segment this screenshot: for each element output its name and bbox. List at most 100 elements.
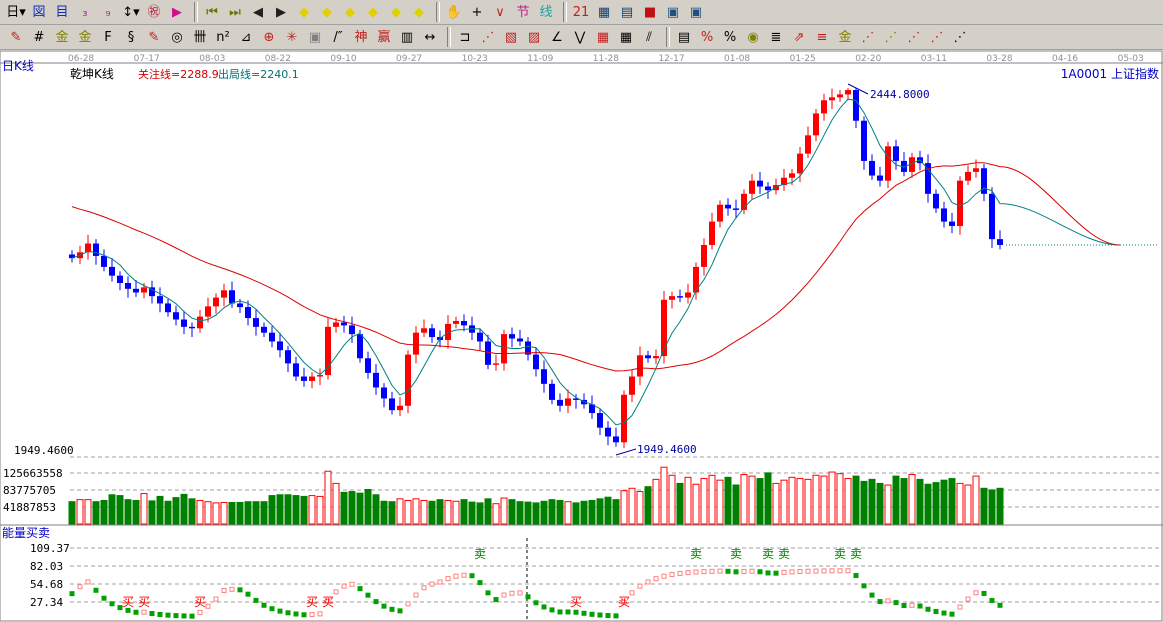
- restore-icon[interactable]: ㊗: [147, 4, 161, 20]
- volume-bar: [548, 499, 556, 525]
- period-label[interactable]: 日K线: [2, 59, 34, 73]
- gold-icon[interactable]: 金: [55, 29, 69, 45]
- bracket-icon[interactable]: ⊐: [459, 29, 471, 45]
- zoom-in-icon[interactable]: ◆: [345, 4, 355, 20]
- indicator3-icon[interactable]: ₃: [82, 4, 88, 20]
- volume-bar: [636, 491, 644, 525]
- price-icon[interactable]: ≡: [816, 29, 828, 45]
- arrow-tool-icon[interactable]: ⇗: [793, 29, 805, 45]
- fan7-icon[interactable]: ⋰: [930, 29, 944, 45]
- volume-bar: [508, 499, 516, 525]
- gann-icon[interactable]: 赢: [377, 29, 391, 45]
- shrink-icon[interactable]: ◆: [414, 4, 424, 20]
- volume-bar: [788, 476, 796, 525]
- candle-type-icon[interactable]: ↕▾: [122, 4, 140, 20]
- volume-bar: [684, 476, 692, 525]
- energy-bar: [829, 568, 835, 574]
- ruler-icon[interactable]: ▥: [400, 29, 414, 45]
- pen2-icon[interactable]: ✎: [148, 29, 160, 45]
- table-icon[interactable]: ▤: [677, 29, 691, 45]
- save-icon[interactable]: ■: [643, 4, 657, 20]
- energy-bar: [781, 569, 787, 575]
- percent-icon[interactable]: %: [723, 29, 737, 45]
- expand-icon[interactable]: ◆: [391, 4, 401, 20]
- fib-icon[interactable]: F: [104, 29, 112, 45]
- matrix-icon[interactable]: ▦: [596, 29, 610, 45]
- gold3-icon[interactable]: 金: [838, 29, 852, 45]
- candle-body: [341, 322, 347, 326]
- chart-frame: [0, 50, 1163, 622]
- star-icon[interactable]: ✳: [286, 29, 298, 45]
- circle-icon[interactable]: ◎: [171, 29, 183, 45]
- candle-body: [133, 288, 139, 293]
- hand-icon[interactable]: ✋: [445, 4, 463, 20]
- section-icon[interactable]: 节: [516, 4, 530, 20]
- volume-bar: [500, 497, 508, 525]
- volume-bar: [948, 478, 956, 525]
- volume-bar: [380, 500, 388, 525]
- fan5-icon[interactable]: ⋰: [884, 29, 898, 45]
- energy-bar: [717, 568, 723, 574]
- scroll-right-icon[interactable]: ◆: [322, 4, 332, 20]
- notes-icon[interactable]: 目: [55, 4, 69, 20]
- energy-bar: [653, 576, 659, 582]
- draw-line-icon[interactable]: ∨: [495, 4, 505, 20]
- energy-bar: [557, 609, 563, 615]
- zoom-out-icon[interactable]: ◆: [368, 4, 378, 20]
- volume-bar: [844, 478, 852, 525]
- target-icon[interactable]: ⊕: [263, 29, 275, 45]
- matrix2-icon[interactable]: ▦: [619, 29, 633, 45]
- energy-bar: [253, 597, 259, 603]
- volume-bar: [484, 498, 492, 525]
- gold2-icon[interactable]: 金: [78, 29, 92, 45]
- volume-bar: [812, 474, 820, 525]
- first-icon[interactable]: ⏮: [206, 4, 218, 20]
- width-icon[interactable]: ↔: [424, 29, 436, 45]
- spiral-icon[interactable]: §: [127, 29, 135, 45]
- fan4-icon[interactable]: ⋰: [861, 29, 875, 45]
- energy-bar: [141, 609, 147, 615]
- square-icon[interactable]: n²: [216, 29, 230, 45]
- parallel-icon[interactable]: ⫽: [646, 29, 652, 45]
- scroll-left-icon[interactable]: ◆: [299, 4, 309, 20]
- energy-bar: [173, 613, 179, 619]
- left-icon[interactable]: ◀: [253, 4, 263, 20]
- candle-body: [357, 334, 363, 359]
- angle2-icon[interactable]: ∠: [551, 29, 563, 45]
- line-icon[interactable]: 线: [539, 4, 553, 20]
- grid-icon[interactable]: #: [33, 29, 45, 45]
- wave-icon[interactable]: ⋁: [574, 29, 586, 45]
- chart-tool-icon[interactable]: ≣: [770, 29, 782, 45]
- flag-icon[interactable]: ▶: [172, 4, 182, 20]
- last-icon[interactable]: ⏭: [229, 4, 241, 20]
- period-day-icon[interactable]: 日▾: [6, 4, 26, 20]
- slash-icon[interactable]: /″: [333, 29, 343, 45]
- fan2-icon[interactable]: ▧: [504, 29, 518, 45]
- overlay-icon[interactable]: 図: [32, 4, 46, 20]
- energy-bar: [685, 570, 691, 576]
- candle-body: [573, 398, 579, 400]
- calendar-icon[interactable]: 21: [572, 4, 590, 20]
- connect-icon[interactable]: ▣: [689, 4, 703, 20]
- pen-icon[interactable]: ✎: [10, 29, 22, 45]
- right-icon[interactable]: ▶: [276, 4, 286, 20]
- cycle-icon[interactable]: 卌: [193, 29, 207, 45]
- report-icon[interactable]: ▤: [620, 4, 634, 20]
- crosshair-icon[interactable]: +: [471, 4, 483, 20]
- indicator9-icon[interactable]: ₉: [105, 4, 111, 20]
- network-icon[interactable]: ▣: [666, 4, 680, 20]
- angle-icon[interactable]: ⊿: [240, 29, 252, 45]
- calculator-icon[interactable]: ▦: [597, 4, 611, 20]
- percent-red-icon[interactable]: %: [700, 29, 714, 45]
- fan-icon[interactable]: ⋰: [481, 29, 495, 45]
- fan3-icon[interactable]: ▨: [527, 29, 541, 45]
- coin-icon[interactable]: ◉: [747, 29, 759, 45]
- candle-body: [477, 332, 483, 342]
- fan6-icon[interactable]: ⋰: [907, 29, 921, 45]
- candle-body: [309, 376, 315, 381]
- fan8-icon[interactable]: ⋰: [953, 29, 967, 45]
- god-icon[interactable]: 神: [354, 29, 368, 45]
- candle-body: [637, 355, 643, 377]
- box-icon[interactable]: ▣: [308, 29, 322, 45]
